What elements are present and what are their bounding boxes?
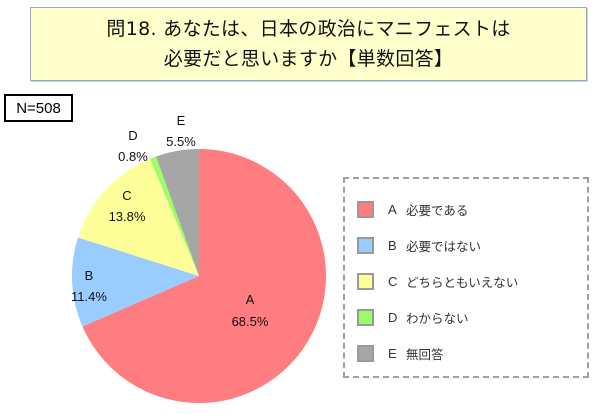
slice-label-a-pct: 68.5% bbox=[232, 314, 269, 329]
legend-swatch-a bbox=[357, 200, 374, 218]
legend-item-c: C どちらともいえない bbox=[357, 271, 518, 291]
slice-label-d-pct: 0.8% bbox=[118, 149, 148, 164]
legend-swatch-d bbox=[357, 308, 374, 326]
slice-label-e-pct: 5.5% bbox=[166, 134, 196, 149]
legend-letter-e: E bbox=[388, 345, 397, 361]
chart-title-box: 問18. あなたは、日本の政治にマニフェストは 必要だと思いますか【単数回答】 bbox=[30, 7, 587, 81]
chart-legend: A 必要である B 必要ではない C どちらともいえない D わからない E 無… bbox=[343, 177, 589, 378]
legend-text-a: 必要である bbox=[406, 202, 469, 218]
legend-swatch-c bbox=[357, 272, 374, 290]
legend-text-c: どちらともいえない bbox=[406, 274, 519, 290]
slice-label-c-pct: 13.8% bbox=[109, 209, 146, 224]
slice-label-a-letter: A bbox=[246, 292, 255, 307]
legend-text-e: 無回答 bbox=[406, 346, 444, 362]
pie-slice-b bbox=[71, 237, 199, 327]
legend-text-b: 必要ではない bbox=[406, 238, 482, 254]
legend-swatch-b bbox=[357, 236, 374, 254]
legend-item-a: A 必要である bbox=[357, 199, 468, 219]
slice-label-b-letter: B bbox=[85, 268, 94, 283]
slice-label-c-letter: C bbox=[122, 188, 131, 203]
legend-letter-d: D bbox=[388, 309, 398, 325]
legend-item-d: D わからない bbox=[357, 307, 469, 327]
pie-slice-e bbox=[155, 149, 199, 276]
pie-slice-c bbox=[77, 158, 199, 276]
legend-item-b: B 必要ではない bbox=[357, 235, 481, 255]
chart-title-line-1: 問18. あなたは、日本の政治にマニフェストは bbox=[106, 18, 511, 40]
sample-size-badge: N=508 bbox=[4, 94, 73, 122]
chart-title-line-2: 必要だと思いますか【単数回答】 bbox=[163, 48, 454, 70]
pie-slice-a bbox=[82, 149, 327, 403]
slice-label-b-pct: 11.4% bbox=[71, 289, 107, 304]
legend-item-e: E 無回答 bbox=[357, 343, 444, 363]
legend-swatch-e bbox=[357, 344, 374, 362]
pie-slice-d bbox=[150, 156, 199, 276]
slice-label-e-letter: E bbox=[177, 113, 186, 128]
legend-text-d: わからない bbox=[406, 310, 469, 326]
legend-letter-b: B bbox=[388, 237, 397, 253]
pie-slices bbox=[71, 149, 327, 403]
slice-label-d-letter: D bbox=[128, 128, 137, 143]
legend-letter-c: C bbox=[388, 273, 398, 289]
legend-letter-a: A bbox=[388, 201, 397, 217]
